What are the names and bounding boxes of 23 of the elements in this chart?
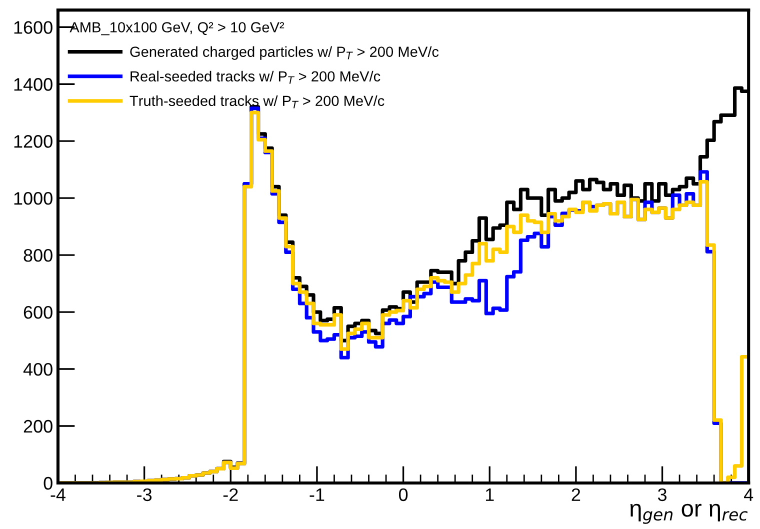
legend-label: Generated charged particles w/ P$_{T}$ > 200 MeV/c <box>130 46 439 60</box>
x-tick-label: 1 <box>486 488 494 501</box>
y-tick-label: 1600 <box>14 21 52 34</box>
y-tick-label: 600 <box>24 306 52 319</box>
x-tick-label: -2 <box>223 488 238 501</box>
legend-label: Truth-seeded tracks w/ P$_{T}$ > 200 MeV/c <box>130 95 384 108</box>
x-tick-label: -1 <box>310 488 324 501</box>
x-tick-label: 4 <box>744 488 754 501</box>
x-tick-label: -3 <box>137 488 152 502</box>
legend-label: Real-seeded tracks w/ P$_{T}$ > 200 MeV/c <box>130 70 380 84</box>
y-tick-label: 800 <box>24 248 52 262</box>
x-tick-label: 3 <box>658 488 666 502</box>
y-tick-label: 400 <box>23 362 52 376</box>
x-tick-label: 0 <box>398 488 408 502</box>
x-axis-title: η$_{gen}$ or η$_{rec}$ <box>630 504 748 524</box>
y-tick-label: 0 <box>44 476 52 490</box>
x-tick-label: 2 <box>572 488 580 501</box>
y-tick-label: 1400 <box>14 78 52 91</box>
y-tick-label: 1200 <box>14 135 52 148</box>
y-tick-label: 1000 <box>14 192 52 205</box>
x-tick-label: -4 <box>50 488 66 501</box>
legend-title: AMB_10x100 GeV, Q² > 10 GeV² <box>70 22 284 36</box>
y-tick-label: 200 <box>24 420 52 433</box>
